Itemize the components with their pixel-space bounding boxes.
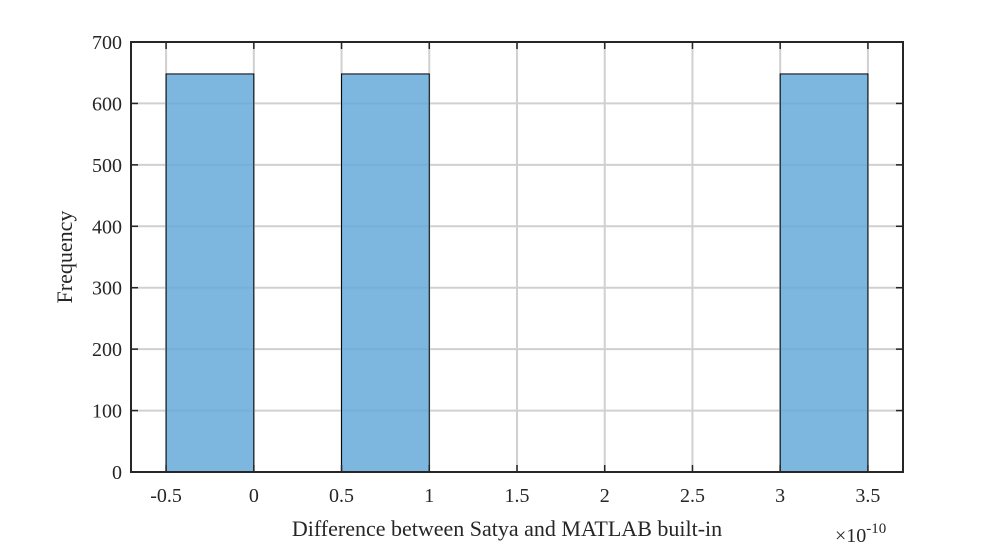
x-tick-labels: -0.5 0 0.5 1 1.5 2 2.5 3 3.5 <box>150 485 880 507</box>
histogram-bar-2 <box>341 73 430 473</box>
x-axis-exponent-label: ×10-10 <box>835 521 886 547</box>
x-tick-label: 3.5 <box>855 485 880 507</box>
y-tick-label: 0 <box>112 462 122 484</box>
y-tick-label: 500 <box>92 155 122 177</box>
x-axis-exponent-power: -10 <box>866 521 886 537</box>
y-axis-label: Frequency <box>52 211 77 304</box>
histogram-bars <box>165 73 869 473</box>
x-axis-exponent-base: ×10 <box>835 525 866 547</box>
y-tick-labels: 0 100 200 300 400 500 600 700 <box>92 32 122 484</box>
x-axis-label: Difference between Satya and MATLAB buil… <box>292 516 722 541</box>
y-tick-label: 200 <box>92 339 122 361</box>
y-tick-label: 300 <box>92 278 122 300</box>
x-tick-label: 0.5 <box>329 485 354 507</box>
x-tick-label: 1 <box>424 485 434 507</box>
y-tick-label: 600 <box>92 93 122 115</box>
x-tick-label: 1.5 <box>505 485 530 507</box>
x-tick-label: 3 <box>775 485 785 507</box>
x-tick-label: 0 <box>249 485 259 507</box>
y-tick-label: 100 <box>92 401 122 423</box>
axis-ticks <box>131 41 903 473</box>
histogram-bar-3 <box>779 73 869 473</box>
y-tick-label: 700 <box>92 32 122 54</box>
x-tick-label: 2.5 <box>680 485 705 507</box>
x-tick-label: -0.5 <box>150 485 182 507</box>
y-tick-label: 400 <box>92 216 122 238</box>
histogram-bar-1 <box>165 73 255 473</box>
x-tick-label: 2 <box>600 485 610 507</box>
